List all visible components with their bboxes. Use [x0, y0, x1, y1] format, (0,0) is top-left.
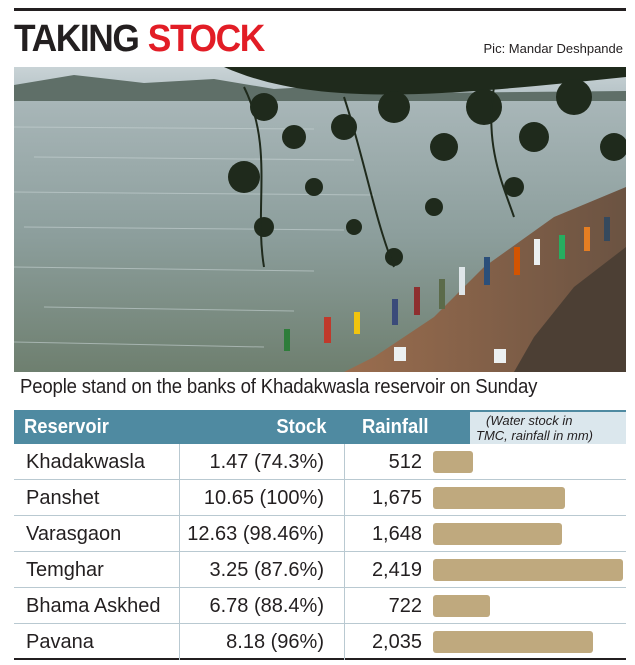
reservoir-name: Varasgaon	[26, 523, 122, 545]
stock-value: 12.63 (98.46%)	[187, 523, 324, 545]
table-row: Temghar 3.25 (87.6%) 2,419	[14, 552, 626, 588]
rainfall-value: 1,648	[371, 523, 422, 545]
column-header-rainfall: Rainfall	[362, 416, 429, 438]
table-row: Khadakwasla 1.47 (74.3%) 512	[14, 444, 626, 480]
top-rule	[14, 8, 626, 11]
headline: TAKING STOCK	[14, 18, 265, 60]
stock-value: 8.18 (96%)	[226, 631, 324, 653]
reservoir-name: Khadakwasla	[26, 451, 145, 473]
table-row: Pavana 8.18 (96%) 2,035	[14, 624, 626, 660]
reservoir-table: Reservoir Stock Rainfall (Water stock in…	[14, 410, 626, 660]
rainfall-value: 2,035	[371, 631, 422, 653]
table-row: Panshet 10.65 (100%) 1,675	[14, 480, 626, 516]
column-divider	[344, 444, 345, 660]
column-divider	[179, 444, 180, 660]
stock-value: 1.47 (74.3%)	[209, 451, 324, 473]
column-header-reservoir: Reservoir	[24, 416, 109, 438]
rainfall-value: 1,675	[371, 487, 422, 509]
headline-word-taking: TAKING	[14, 18, 140, 60]
rainfall-bar	[433, 451, 474, 473]
rainfall-bar	[433, 559, 623, 581]
headline-word-stock: STOCK	[147, 18, 265, 60]
stock-value: 10.65 (100%)	[203, 487, 324, 509]
photo-caption: People stand on the banks of Khadakwasla…	[20, 376, 538, 398]
units-note: (Water stock in TMC, rainfall in mm)	[470, 412, 626, 444]
stock-value: 3.25 (87.6%)	[209, 559, 324, 581]
rainfall-bar	[433, 487, 565, 509]
reservoir-name: Temghar	[26, 559, 104, 581]
table-body: Khadakwasla 1.47 (74.3%) 512 Panshet 10.…	[14, 444, 626, 660]
rainfall-bar	[433, 595, 490, 617]
units-note-line-2: TMC, rainfall in mm)	[476, 428, 594, 443]
column-header-stock: Stock	[275, 416, 326, 438]
units-note-line-1: (Water stock in	[486, 413, 573, 428]
reservoir-photo-illustration	[14, 67, 626, 372]
reservoir-name: Pavana	[26, 631, 94, 653]
reservoir-name: Panshet	[26, 487, 100, 509]
photo-credit: Pic: Mandar Deshpande	[483, 41, 623, 56]
rainfall-bar	[433, 523, 563, 545]
stock-value: 6.78 (88.4%)	[209, 595, 324, 617]
table-row: Varasgaon 12.63 (98.46%) 1,648	[14, 516, 626, 552]
rainfall-value: 722	[388, 595, 422, 617]
rainfall-bar	[433, 631, 593, 653]
rainfall-value: 2,419	[371, 559, 422, 581]
table-header: Reservoir Stock Rainfall (Water stock in…	[14, 410, 626, 444]
rainfall-value: 512	[388, 451, 422, 473]
table-row: Bhama Askhed 6.78 (88.4%) 722	[14, 588, 626, 624]
reservoir-name: Bhama Askhed	[26, 595, 161, 617]
reservoir-photo	[14, 67, 626, 372]
